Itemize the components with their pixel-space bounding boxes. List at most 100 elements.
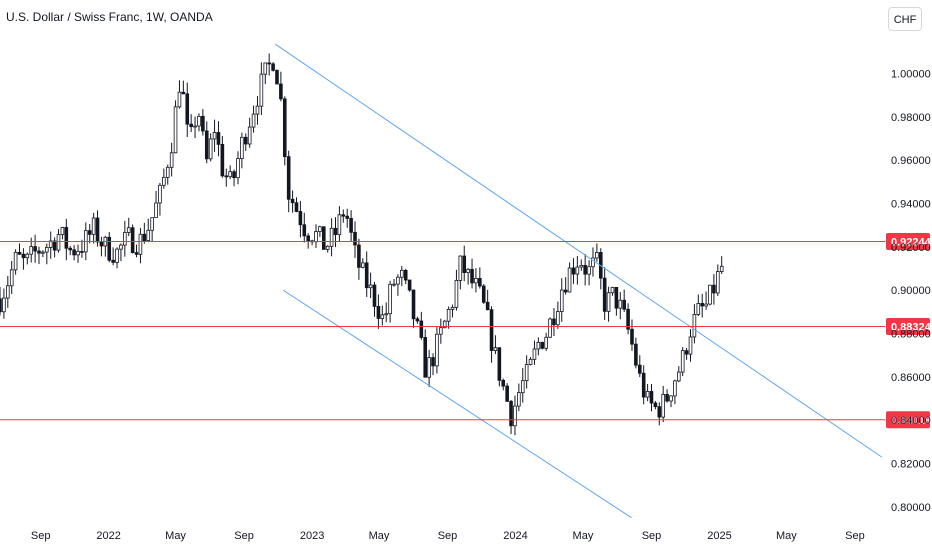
candle <box>544 332 548 351</box>
candle <box>602 267 607 320</box>
candle <box>158 182 162 216</box>
candle <box>610 286 615 296</box>
trendlines-layer <box>275 43 882 519</box>
candle <box>56 229 61 253</box>
candle <box>126 217 131 237</box>
trendline-lower-channel[interactable] <box>282 289 632 519</box>
candle <box>376 294 381 329</box>
candle <box>548 317 552 338</box>
y-tick-label: 0.82000 <box>891 458 931 470</box>
candle <box>247 117 252 148</box>
level-price-tag: 0.84018 <box>886 411 931 429</box>
candle <box>279 71 283 102</box>
candle <box>212 119 217 152</box>
candle <box>68 246 73 256</box>
y-tick-label: 0.98000 <box>891 112 931 124</box>
candle <box>321 226 326 250</box>
candle <box>435 327 439 374</box>
candle <box>649 383 654 412</box>
candle <box>700 293 705 318</box>
x-tick-label: Sep <box>438 530 458 542</box>
candle <box>676 366 681 383</box>
x-tick-label: Sep <box>642 530 662 542</box>
candle <box>583 253 587 286</box>
candle <box>41 250 45 258</box>
candle <box>193 116 197 139</box>
candle <box>431 353 435 376</box>
candle <box>528 357 533 366</box>
candle <box>306 233 310 249</box>
candle <box>177 80 182 109</box>
candle <box>392 278 396 287</box>
candle <box>384 302 389 323</box>
candle <box>333 217 338 248</box>
candle <box>201 109 205 136</box>
candle <box>255 96 260 125</box>
y-tick-label: 0.86000 <box>891 372 931 384</box>
candle <box>130 224 135 254</box>
candle <box>579 259 584 271</box>
candle <box>712 274 716 305</box>
x-tick-label: Sep <box>234 530 254 542</box>
candle <box>325 245 330 253</box>
candle <box>575 255 580 285</box>
candle <box>204 121 209 164</box>
y-tick-label: 0.88000 <box>891 328 931 340</box>
candle <box>466 267 470 285</box>
time-axis[interactable]: Sep 2022 May Sep 2023 May Sep 2024 May Sep 2025 May… <box>31 530 865 542</box>
candle <box>17 243 22 255</box>
candle <box>688 329 693 362</box>
candle <box>286 150 291 213</box>
y-tick-label: 1.00000 <box>891 68 931 80</box>
candle <box>349 210 353 242</box>
candle <box>513 395 517 436</box>
candle <box>138 227 143 264</box>
trendline-upper-channel[interactable] <box>275 43 882 458</box>
candle <box>556 301 560 329</box>
candle <box>224 168 229 187</box>
candle <box>345 208 350 228</box>
candle <box>618 292 623 320</box>
candle <box>497 347 502 387</box>
candle <box>637 355 642 378</box>
candle <box>64 218 69 261</box>
candle <box>481 284 486 304</box>
candle <box>9 260 14 295</box>
candle <box>462 245 467 282</box>
candle <box>669 395 673 408</box>
candle <box>645 384 650 402</box>
x-tick-label: 2024 <box>503 530 527 542</box>
candle <box>552 308 556 337</box>
candle <box>150 217 154 243</box>
candle <box>559 278 564 322</box>
candle <box>87 224 92 244</box>
candle <box>91 212 96 244</box>
candle <box>673 379 677 405</box>
candle <box>72 245 76 261</box>
currency-button[interactable]: CHF <box>888 7 922 31</box>
candle <box>275 69 279 85</box>
candle <box>6 276 10 308</box>
x-tick-label: May <box>165 530 186 542</box>
x-tick-label: May <box>776 530 797 542</box>
candle <box>267 53 271 76</box>
x-tick-label: Sep <box>31 530 51 542</box>
candle <box>591 247 595 277</box>
candle <box>37 246 41 265</box>
candle <box>353 221 357 258</box>
candle <box>45 243 49 265</box>
candle <box>571 258 576 284</box>
candle <box>567 262 572 293</box>
candle <box>111 247 115 266</box>
y-tick-label: 0.96000 <box>891 155 931 167</box>
candle <box>0 286 2 316</box>
price-axis[interactable]: 0.80000 0.82000 0.84000 0.86000 0.88000 0.900… <box>891 68 931 513</box>
candle <box>165 164 170 185</box>
candle <box>142 222 147 244</box>
candle <box>517 383 521 412</box>
candle <box>80 239 84 258</box>
candle <box>509 400 513 434</box>
candle <box>419 311 424 340</box>
